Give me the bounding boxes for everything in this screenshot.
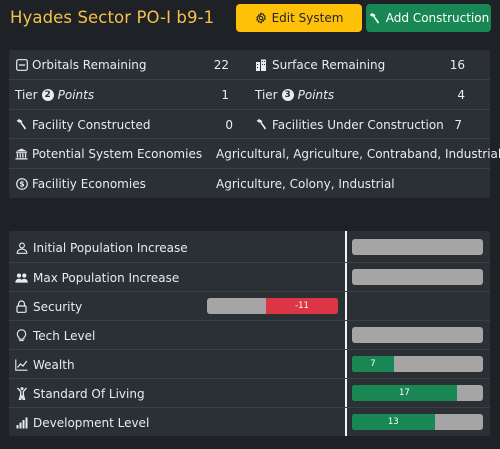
stat-row: Wealth 7 bbox=[9, 349, 490, 378]
stat-label: Wealth bbox=[33, 357, 75, 372]
hammer-icon bbox=[255, 118, 268, 131]
stat-row: Max Population Increase bbox=[9, 262, 490, 291]
stat-row: Tech Level bbox=[9, 320, 490, 349]
stat-label-cell: Development Level bbox=[15, 408, 149, 437]
lightbulb-icon bbox=[15, 329, 28, 342]
potential-economies-row: Potential System Economies Agricultural,… bbox=[9, 138, 500, 168]
under-construction-value: 7 bbox=[454, 117, 462, 132]
page-header: Hyades Sector PO-I b9-1 Edit System Add … bbox=[0, 0, 500, 38]
add-construction-label: Add Construction bbox=[385, 11, 490, 25]
stat-label: Tech Level bbox=[33, 328, 96, 343]
potential-economies-label: Potential System Economies bbox=[32, 146, 203, 161]
person-arms-up-icon bbox=[15, 387, 28, 400]
facility-constructed-cell: Facility Constructed bbox=[15, 110, 151, 139]
surface-label: Surface Remaining bbox=[272, 57, 386, 72]
tier3-cell: Tier 3 Points bbox=[255, 80, 334, 109]
orbitals-value: 22 bbox=[213, 57, 229, 72]
system-stats-card: Initial Population Increase Max Populatio… bbox=[9, 231, 490, 436]
facility-economies-value: Agriculture, Colony, Industrial bbox=[216, 176, 395, 191]
under-construction-cell: Facilities Under Construction bbox=[255, 110, 444, 139]
stat-bar: 7 bbox=[352, 356, 483, 372]
stat-bar-empty bbox=[352, 327, 483, 343]
tier-points-row: Tier 2 Points 1 Tier 3 Points 4 bbox=[9, 79, 490, 108]
hammer-icon bbox=[15, 118, 28, 131]
tier2-points-label: Points bbox=[57, 87, 95, 102]
stat-bar: -11 bbox=[207, 298, 338, 314]
tier2-value: 1 bbox=[221, 87, 229, 102]
facility-constructed-label: Facility Constructed bbox=[32, 117, 151, 132]
stat-bar-fill: -11 bbox=[265, 298, 338, 314]
tier3-badge: 3 bbox=[281, 88, 294, 101]
surface-cell: Surface Remaining bbox=[255, 50, 385, 79]
tier2-cell: Tier 2 Points bbox=[15, 80, 94, 109]
stat-row: Initial Population Increase bbox=[9, 233, 490, 262]
orbitals-label: Orbitals Remaining bbox=[32, 57, 147, 72]
system-summary-card: Orbitals Remaining 22 Surface Remaining … bbox=[9, 50, 500, 198]
stat-label: Standard Of Living bbox=[33, 386, 145, 401]
svg-text:$: $ bbox=[19, 179, 24, 188]
potential-economies-cell: Potential System Economies bbox=[15, 139, 202, 168]
hammer-icon bbox=[368, 12, 381, 25]
tier2-badge: 2 bbox=[41, 88, 54, 101]
stat-label: Initial Population Increase bbox=[33, 240, 188, 255]
stat-bar-fill: 13 bbox=[352, 414, 435, 430]
edit-system-button[interactable]: Edit System bbox=[236, 4, 362, 32]
stat-label-cell: Wealth bbox=[15, 350, 75, 379]
stat-label-cell: Tech Level bbox=[15, 321, 95, 350]
potential-economies-value: Agricultural, Agriculture, Contraband, I… bbox=[216, 146, 500, 161]
tier3-word: Tier bbox=[255, 87, 278, 102]
dollar-circle-icon: $ bbox=[15, 177, 28, 190]
stat-bar-fill: 7 bbox=[352, 356, 394, 372]
buildings-icon bbox=[255, 58, 268, 71]
line-graph-icon bbox=[15, 358, 28, 371]
stat-bar: 17 bbox=[352, 385, 483, 401]
lock-icon bbox=[15, 300, 28, 313]
stat-label: Security bbox=[33, 299, 83, 314]
stat-label: Max Population Increase bbox=[33, 270, 180, 285]
add-construction-button[interactable]: Add Construction bbox=[366, 4, 491, 32]
tier3-value: 4 bbox=[457, 87, 465, 102]
tier2-word: Tier bbox=[15, 87, 38, 102]
person-icon bbox=[15, 241, 28, 254]
tier3-points-label: Points bbox=[297, 87, 335, 102]
stat-row: Security -11 bbox=[9, 291, 490, 320]
facility-constructed-value: 0 bbox=[225, 117, 233, 132]
stat-label: Development Level bbox=[33, 415, 150, 430]
people-icon bbox=[15, 271, 28, 284]
bank-icon bbox=[15, 147, 28, 160]
zero-divider bbox=[345, 231, 347, 436]
bar-chart-icon bbox=[15, 416, 28, 429]
system-title: Hyades Sector PO-I b9-1 bbox=[10, 8, 215, 27]
gear-icon bbox=[255, 12, 267, 24]
facility-economies-label: Facilitiy Economies bbox=[32, 176, 146, 191]
edit-system-label: Edit System bbox=[271, 11, 344, 25]
minus-square-icon bbox=[15, 58, 28, 71]
facility-economies-cell: $ Facilitiy Economies bbox=[15, 169, 146, 198]
stat-label-cell: Initial Population Increase bbox=[15, 233, 188, 262]
stat-label-cell: Standard Of Living bbox=[15, 379, 145, 408]
stat-row: Development Level 13 bbox=[9, 407, 490, 436]
surface-value: 16 bbox=[449, 57, 465, 72]
orbitals-cell: Orbitals Remaining bbox=[15, 50, 147, 79]
under-construction-label: Facilities Under Construction bbox=[272, 117, 444, 132]
stat-label-cell: Max Population Increase bbox=[15, 263, 179, 292]
stat-bar: 13 bbox=[352, 414, 483, 430]
orbitals-row: Orbitals Remaining 22 Surface Remaining … bbox=[9, 50, 490, 79]
stat-bar-empty bbox=[352, 269, 483, 285]
stat-row: Standard Of Living 17 bbox=[9, 378, 490, 407]
stat-label-cell: Security bbox=[15, 292, 82, 321]
facilities-row: Facility Constructed 0 Facilities Under … bbox=[9, 109, 490, 138]
facility-economies-row: $ Facilitiy Economies Agriculture, Colon… bbox=[9, 168, 490, 197]
stat-bar-fill: 17 bbox=[352, 385, 457, 401]
stat-bar-empty bbox=[352, 239, 483, 255]
